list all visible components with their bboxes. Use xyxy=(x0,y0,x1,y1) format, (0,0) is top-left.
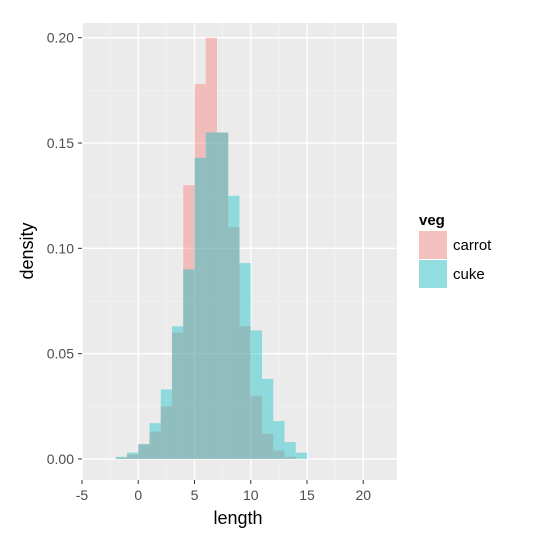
legend-items: carrot cuke xyxy=(419,231,492,288)
cuke-bar xyxy=(183,269,195,459)
carrot-bar xyxy=(172,332,184,459)
y-axis: 0.00 0.05 0.10 0.15 0.20 xyxy=(47,30,82,467)
carrot-bar xyxy=(273,450,285,459)
legend-label-cuke: cuke xyxy=(453,266,485,283)
carrot-bar xyxy=(138,444,150,459)
cuke-bar xyxy=(284,442,296,459)
carrot-bar xyxy=(262,433,274,459)
carrot-bar xyxy=(284,456,296,459)
carrot-bar xyxy=(228,227,240,459)
x-axis: -5 0 5 10 15 20 xyxy=(76,480,371,503)
legend-key-cuke xyxy=(419,260,447,288)
cuke-bar xyxy=(149,423,161,459)
cuke-bar xyxy=(160,389,172,459)
grid-minor xyxy=(82,23,397,480)
carrot-bar xyxy=(160,406,172,459)
legend-title: veg xyxy=(419,212,445,229)
x-tick-label: 5 xyxy=(191,487,199,503)
cuke-bar xyxy=(194,157,206,459)
legend: veg carrot cuke xyxy=(419,212,492,288)
carrot-bar xyxy=(115,457,127,459)
cuke-bar xyxy=(239,263,251,459)
cuke-bar xyxy=(250,330,262,459)
carrot-bar xyxy=(205,37,217,459)
x-tick-label: 10 xyxy=(243,487,259,503)
cuke-bar xyxy=(228,195,240,459)
carrot-bar xyxy=(239,326,251,459)
cuke-bar xyxy=(127,452,139,459)
cuke-bar xyxy=(138,444,150,459)
x-tick-label: 20 xyxy=(355,487,371,503)
x-axis-title: length xyxy=(213,508,262,528)
legend-key-carrot xyxy=(419,231,447,259)
cuke-bar xyxy=(172,326,184,459)
cuke-bar xyxy=(273,421,285,459)
y-tick-label: 0.15 xyxy=(47,135,74,151)
cuke-bar xyxy=(115,456,127,459)
cuke-bar xyxy=(262,378,274,459)
histogram-bars xyxy=(115,37,307,459)
carrot-bar xyxy=(250,395,262,459)
y-tick-label: 0.05 xyxy=(47,346,74,362)
carrot-bar xyxy=(149,431,161,459)
cuke-bar xyxy=(217,132,229,459)
legend-key-background xyxy=(419,231,447,259)
plot-panel xyxy=(82,23,397,480)
x-tick-label: 0 xyxy=(134,487,142,503)
carrot-bar xyxy=(127,454,139,459)
cuke-bar xyxy=(295,452,307,459)
grid-major xyxy=(81,23,397,480)
y-axis-title: density xyxy=(17,222,37,279)
carrot-bar xyxy=(194,84,206,459)
carrot-bar xyxy=(183,185,195,459)
y-tick-label: 0.20 xyxy=(47,30,74,46)
carrot-bar xyxy=(217,132,229,459)
cuke-bar xyxy=(205,132,217,459)
y-tick-label: 0.00 xyxy=(47,451,74,467)
x-tick-label: 15 xyxy=(299,487,315,503)
legend-key-background xyxy=(419,260,447,288)
y-tick-label: 0.10 xyxy=(47,240,74,256)
legend-label-carrot: carrot xyxy=(453,237,492,254)
x-tick-label: -5 xyxy=(76,487,89,503)
